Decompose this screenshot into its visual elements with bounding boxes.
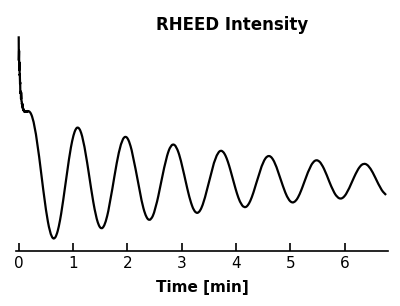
- X-axis label: Time [min]: Time [min]: [156, 280, 248, 295]
- Text: RHEED Intensity: RHEED Intensity: [156, 17, 308, 35]
